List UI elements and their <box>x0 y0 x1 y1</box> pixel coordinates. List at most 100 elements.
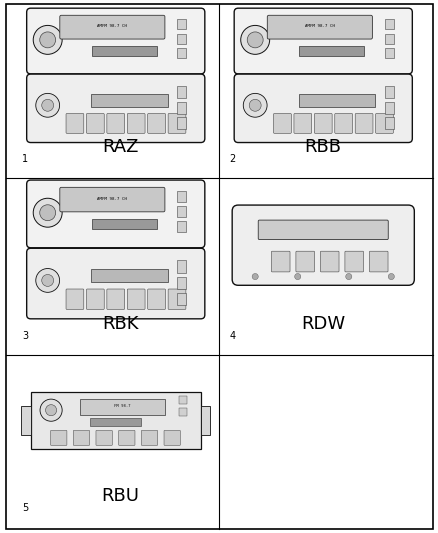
Text: 5: 5 <box>22 503 28 513</box>
FancyBboxPatch shape <box>334 114 352 133</box>
FancyBboxPatch shape <box>60 15 165 39</box>
Bar <box>177 86 186 98</box>
Text: RBU: RBU <box>102 487 139 505</box>
FancyBboxPatch shape <box>106 289 124 309</box>
FancyBboxPatch shape <box>60 187 165 212</box>
FancyBboxPatch shape <box>368 251 387 272</box>
FancyBboxPatch shape <box>375 114 392 133</box>
FancyBboxPatch shape <box>66 114 84 133</box>
Circle shape <box>345 273 351 280</box>
FancyBboxPatch shape <box>27 8 205 74</box>
FancyBboxPatch shape <box>295 251 314 272</box>
Circle shape <box>251 273 258 280</box>
Bar <box>384 48 393 58</box>
Bar <box>177 19 186 29</box>
Circle shape <box>40 32 56 48</box>
FancyBboxPatch shape <box>354 114 372 133</box>
Circle shape <box>42 274 53 286</box>
Circle shape <box>42 99 53 111</box>
Circle shape <box>247 32 262 48</box>
Bar <box>178 397 187 405</box>
FancyBboxPatch shape <box>168 114 185 133</box>
FancyBboxPatch shape <box>118 431 134 445</box>
Circle shape <box>240 26 269 54</box>
Bar <box>177 48 186 58</box>
FancyBboxPatch shape <box>27 74 205 142</box>
FancyBboxPatch shape <box>147 114 165 133</box>
FancyBboxPatch shape <box>106 114 124 133</box>
FancyBboxPatch shape <box>96 431 112 445</box>
Bar <box>384 86 393 98</box>
Bar <box>177 191 186 202</box>
FancyBboxPatch shape <box>147 289 165 309</box>
FancyBboxPatch shape <box>314 114 332 133</box>
Bar <box>177 117 186 130</box>
Bar <box>384 34 393 44</box>
Text: RBK: RBK <box>102 316 139 333</box>
Bar <box>177 221 186 232</box>
Bar <box>177 293 186 305</box>
Bar <box>91 94 167 107</box>
FancyBboxPatch shape <box>232 205 413 285</box>
FancyBboxPatch shape <box>73 431 89 445</box>
FancyBboxPatch shape <box>127 289 145 309</box>
FancyBboxPatch shape <box>273 114 291 133</box>
Circle shape <box>387 273 393 280</box>
Bar <box>384 102 393 114</box>
Bar <box>92 219 156 229</box>
FancyBboxPatch shape <box>233 8 411 74</box>
Circle shape <box>36 269 60 292</box>
Circle shape <box>40 399 62 421</box>
FancyBboxPatch shape <box>66 289 84 309</box>
FancyBboxPatch shape <box>267 15 371 39</box>
Bar <box>177 102 186 114</box>
FancyBboxPatch shape <box>293 114 311 133</box>
FancyBboxPatch shape <box>164 431 180 445</box>
Circle shape <box>33 198 62 227</box>
Bar <box>384 117 393 130</box>
Bar <box>21 406 31 435</box>
Text: 1: 1 <box>22 154 28 164</box>
Circle shape <box>294 273 300 280</box>
Circle shape <box>40 205 56 221</box>
FancyBboxPatch shape <box>50 431 67 445</box>
Circle shape <box>46 405 57 416</box>
FancyBboxPatch shape <box>27 248 205 319</box>
FancyBboxPatch shape <box>141 431 157 445</box>
Bar <box>31 392 200 449</box>
Text: 3: 3 <box>22 332 28 341</box>
Text: RAZ: RAZ <box>102 138 138 156</box>
Bar <box>299 46 363 56</box>
FancyBboxPatch shape <box>86 289 104 309</box>
Circle shape <box>36 93 60 117</box>
Text: 4: 4 <box>229 332 235 341</box>
Circle shape <box>33 26 62 54</box>
FancyBboxPatch shape <box>127 114 145 133</box>
Text: 2: 2 <box>229 154 235 164</box>
FancyBboxPatch shape <box>27 180 205 248</box>
FancyBboxPatch shape <box>320 251 338 272</box>
FancyBboxPatch shape <box>344 251 363 272</box>
FancyBboxPatch shape <box>233 74 411 142</box>
Text: AMFM 98.7 CH: AMFM 98.7 CH <box>97 24 127 28</box>
Bar <box>177 206 186 217</box>
Bar <box>178 408 187 416</box>
Bar <box>80 399 165 415</box>
FancyBboxPatch shape <box>258 220 387 239</box>
Text: AMFM 98.7 CH: AMFM 98.7 CH <box>304 24 334 28</box>
FancyBboxPatch shape <box>168 289 185 309</box>
Text: AMFM 98.7 CH: AMFM 98.7 CH <box>97 197 127 200</box>
Bar <box>384 19 393 29</box>
Bar <box>177 261 186 273</box>
FancyBboxPatch shape <box>271 251 290 272</box>
Bar <box>200 406 210 435</box>
Circle shape <box>249 99 261 111</box>
Bar <box>177 277 186 289</box>
Circle shape <box>243 93 266 117</box>
Bar <box>177 34 186 44</box>
FancyBboxPatch shape <box>86 114 104 133</box>
Bar <box>91 269 167 282</box>
Bar <box>298 94 374 107</box>
Text: RBB: RBB <box>304 138 341 156</box>
Text: RDW: RDW <box>300 316 345 333</box>
